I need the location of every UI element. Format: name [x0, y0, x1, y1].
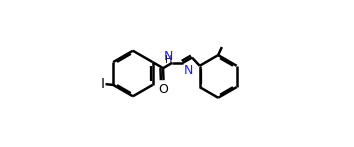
- Text: H: H: [165, 55, 172, 65]
- Text: I: I: [100, 77, 104, 91]
- Text: O: O: [159, 83, 169, 96]
- Text: N: N: [164, 50, 173, 63]
- Text: N: N: [184, 64, 193, 77]
